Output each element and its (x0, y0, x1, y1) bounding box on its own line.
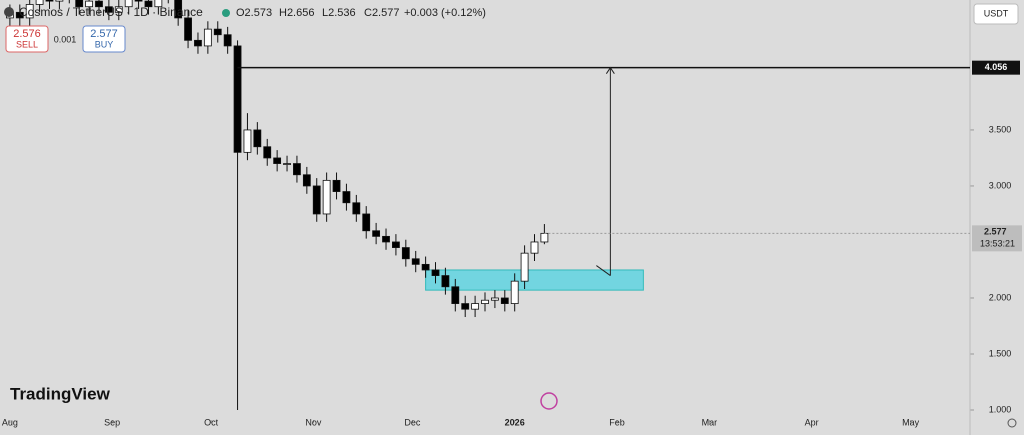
candle-body (441, 275, 450, 288)
candle-body (540, 232, 549, 243)
sell-button[interactable] (5, 25, 49, 53)
candle-body (85, 0, 93, 8)
candle-body (263, 146, 272, 159)
y-tick-label: 3.500 (989, 124, 1012, 134)
candle-body (203, 28, 212, 47)
ohlc-close: C2.577 (364, 7, 399, 19)
x-tick-label: Aug (2, 417, 18, 427)
x-tick-label: May (902, 417, 920, 427)
candle-body (104, 6, 113, 13)
x-tick-label: Oct (204, 417, 219, 427)
candle-body (233, 45, 242, 153)
candle-body (154, 0, 163, 8)
settings-icon[interactable] (1007, 418, 1017, 428)
candle-body (342, 191, 351, 204)
candle-body (213, 28, 222, 36)
y-tick-label: 1.000 (989, 404, 1012, 414)
candle-body (184, 17, 192, 41)
x-tick-label: 2026 (505, 417, 525, 427)
candle-body (530, 241, 539, 254)
currency-button[interactable] (973, 3, 1019, 25)
candle-body (372, 230, 381, 237)
candle-body (223, 34, 232, 47)
candle-body (332, 179, 341, 192)
candle-body (35, 0, 44, 5)
candle-body (431, 269, 440, 276)
candle-body (124, 0, 133, 8)
candle-body (312, 185, 321, 215)
candle-body (114, 6, 123, 13)
candle-body (273, 157, 282, 164)
y-tick-label: 1.500 (989, 348, 1012, 358)
x-tick-label: Nov (305, 417, 322, 427)
ohlc-change: +0.003 (+0.12%) (404, 7, 486, 19)
last-price-box (972, 225, 1022, 252)
target-label: 4.056 (985, 62, 1008, 72)
candle-body (283, 163, 291, 165)
y-tick-label: 2.000 (989, 292, 1012, 302)
candle-body (293, 163, 301, 176)
candle-body (362, 213, 371, 232)
candle-body (471, 303, 480, 310)
candle-body (134, 0, 143, 2)
x-tick-label: Feb (609, 417, 625, 427)
candle-body (25, 4, 34, 19)
last-price-label: 2.577 (984, 227, 1007, 237)
x-tick-label: Dec (404, 417, 421, 427)
status-dot (222, 9, 230, 17)
currency[interactable]: USDT (984, 8, 1009, 18)
candle-body (461, 303, 470, 310)
candle-body (95, 0, 103, 8)
ohlc-open: O2.573 (236, 7, 272, 19)
x-tick-label: Sep (104, 417, 120, 427)
y-tick-label: 3.000 (989, 180, 1012, 190)
candle-body (302, 174, 311, 187)
candle-body (510, 280, 519, 304)
candle-body (253, 129, 262, 148)
candle-body (322, 179, 331, 215)
spread: 0.001 (54, 34, 77, 44)
buy-label[interactable]: BUY (95, 39, 114, 49)
candle-body (15, 11, 24, 19)
sell-label[interactable]: SELL (16, 39, 38, 49)
candle-body (352, 202, 361, 215)
candle-body (174, 0, 183, 19)
flash-icon[interactable] (540, 392, 558, 410)
candle-body (451, 286, 460, 304)
ohlc-high: H2.656 (279, 7, 314, 19)
arrow-tail (596, 265, 611, 276)
ohlc-low: L2.536 (322, 7, 356, 19)
x-tick-label: Apr (805, 417, 819, 427)
candle-body (144, 0, 153, 8)
candle-body (401, 247, 410, 260)
x-tick-label: Mar (702, 417, 718, 427)
candle-body (194, 39, 202, 47)
target-label-box (972, 60, 1020, 75)
buy-price[interactable]: 2.577 (90, 28, 118, 40)
candle-body (411, 258, 420, 265)
candle-body (490, 297, 499, 301)
candle-body (45, 0, 54, 2)
sell-price[interactable]: 2.576 (13, 28, 41, 40)
candle-body (392, 241, 400, 248)
symbol: Cosmos / TetherUS · 1D · Binance (19, 5, 203, 19)
countdown: 13:53:21 (980, 239, 1015, 249)
candle-body (382, 235, 390, 243)
brand: TradingView (10, 384, 111, 403)
candle-body (500, 297, 509, 304)
candle-body (243, 129, 252, 153)
arrow-head (605, 66, 615, 74)
legend-header: Cosmos / TetherUS · 1D · Binance O2.573 … (4, 3, 1019, 428)
buy-button[interactable] (82, 25, 126, 53)
candle-body (520, 252, 529, 282)
zone (425, 269, 644, 291)
candle-body (421, 263, 430, 271)
candle-body (75, 0, 84, 8)
candle-body (481, 299, 489, 304)
candle-body (55, 0, 64, 2)
symbol-icon (4, 7, 14, 17)
